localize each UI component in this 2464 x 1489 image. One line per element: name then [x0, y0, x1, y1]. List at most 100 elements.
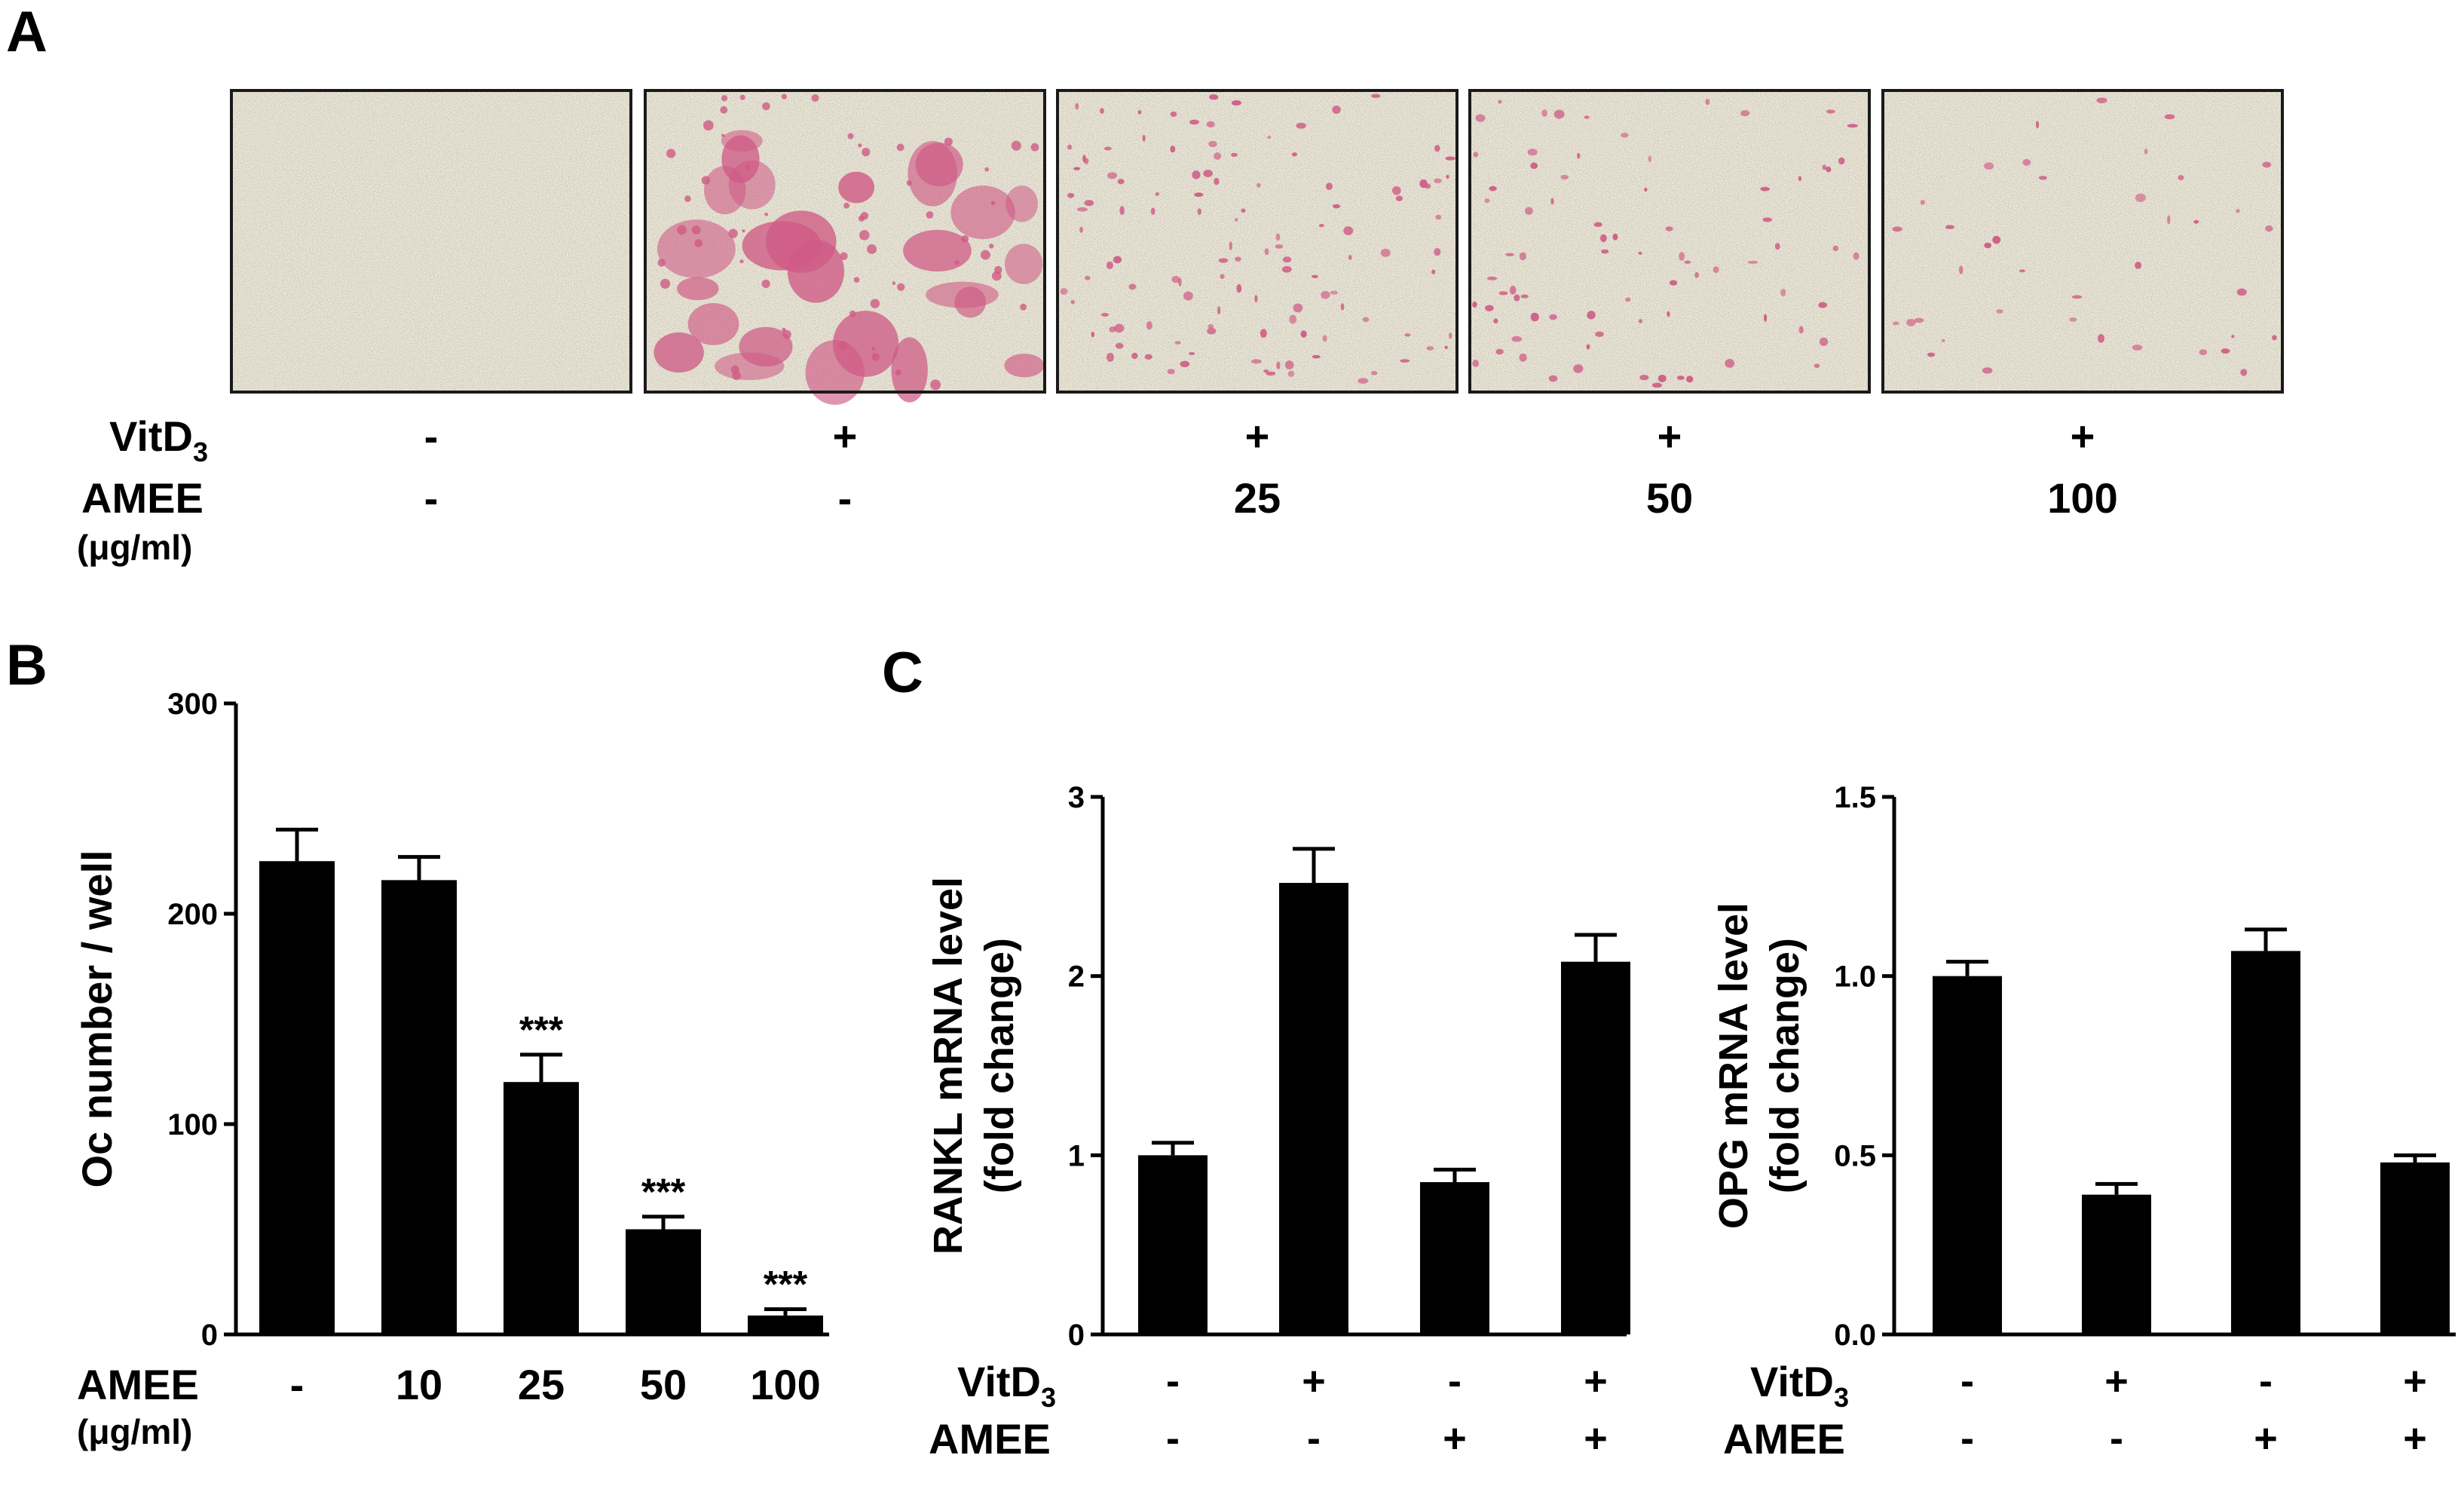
y-axis-title: RANKL mRNA level [926, 877, 971, 1255]
stain-dot [1446, 174, 1449, 179]
vitd3-value: + [2403, 1359, 2427, 1404]
x-category-label: - [290, 1361, 305, 1408]
stain-dot [1473, 152, 1479, 158]
stain-dot [1208, 140, 1217, 148]
stain-dot [1505, 253, 1514, 256]
vitd3-value-3: + [1245, 412, 1270, 460]
stain-dot [1106, 261, 1113, 270]
stain-dot [2069, 317, 2077, 322]
stain-dot [1762, 217, 1773, 222]
stain-dot [1256, 182, 1261, 188]
stain-dot [1665, 226, 1673, 231]
stain-dot [1914, 317, 1924, 323]
stain-dot [1404, 333, 1411, 337]
stain-dot [1076, 207, 1088, 212]
stain-dot [1188, 351, 1195, 356]
panel-b: B 0 100 200 300 Oc number / well - 10 *** 25 *** 5… [6, 633, 829, 1451]
stain-dot [1020, 303, 1027, 311]
amee-value: - [1960, 1416, 1974, 1461]
unit-label: (μg/ml) [77, 528, 192, 567]
stain-dot [895, 369, 901, 376]
stain-dot [721, 133, 725, 137]
stain-dot [1218, 258, 1229, 263]
amee-label-c2: AMEE [1723, 1415, 1845, 1463]
y-tick-label: 1 [1068, 1139, 1085, 1172]
vitd3-value: + [2104, 1359, 2129, 1404]
vitd3-value: - [2259, 1359, 2273, 1404]
stain-dot [1150, 207, 1155, 215]
stain-dot [1941, 339, 1945, 342]
stain-dot [1275, 244, 1284, 249]
stain-dot [1644, 187, 1648, 192]
stain-dot [1798, 326, 1804, 334]
stain-dot [1525, 207, 1533, 216]
stain-dot [990, 201, 996, 206]
stain-dot [2221, 348, 2230, 354]
stain-dot [1340, 303, 1345, 311]
stain-dot [892, 281, 896, 286]
unit-label-b: (μg/ml) [77, 1412, 192, 1451]
x-category-label: 10 [396, 1361, 442, 1408]
stain-dot [1434, 247, 1441, 256]
vitd3-value-5: + [2071, 412, 2095, 460]
osteoclast-cell [715, 352, 785, 381]
stain-dot [1208, 94, 1219, 100]
stain-dot [1091, 332, 1095, 338]
stain-dot [1241, 208, 1246, 213]
stain-dot [1291, 152, 1298, 157]
stain-dot [1549, 314, 1557, 320]
stain-dot [1260, 329, 1267, 338]
stain-dot [1142, 134, 1146, 142]
stain-dot [984, 167, 990, 172]
stain-dot [1573, 364, 1584, 373]
y-tick-label: 1.0 [1834, 960, 1876, 994]
panel-letter-b: B [6, 633, 47, 697]
stain-dot [1445, 156, 1455, 161]
amee-value: - [1307, 1416, 1321, 1461]
bar [626, 1229, 701, 1334]
stain-dot [1892, 226, 1902, 232]
vitd3-value: - [1960, 1359, 1974, 1404]
stain-dot [1495, 348, 1504, 355]
stain-dot [1155, 191, 1159, 196]
stain-dot [1137, 110, 1142, 115]
stain-dot [1530, 312, 1539, 322]
stain-dot [1330, 290, 1339, 295]
stain-dot [1236, 283, 1242, 293]
stain-dot [1073, 167, 1081, 170]
osteoclast-cell [1005, 185, 1039, 222]
stain-dot [2071, 295, 2083, 299]
amee-value-5: 100 [2047, 474, 2117, 522]
stain-dot [1798, 176, 1802, 182]
y-tick-label: 0.5 [1834, 1139, 1876, 1172]
stain-dot [2135, 193, 2146, 203]
stain-dot [1144, 354, 1152, 360]
stain-dot [930, 379, 941, 391]
stain-dot [1206, 121, 1215, 128]
osteoclast-cell [950, 185, 1015, 240]
stain-dot [1171, 275, 1180, 283]
amee-value: + [1443, 1416, 1467, 1461]
stain-dot [1131, 352, 1138, 360]
stain-dot [1449, 332, 1452, 339]
stain-dot [1113, 256, 1122, 264]
stain-dot [944, 137, 953, 146]
stain-dot [1100, 108, 1104, 114]
micrograph-frame [1056, 89, 1459, 394]
y-tick-label: 0 [1068, 1319, 1085, 1352]
stain-dot [1207, 327, 1217, 335]
osteoclast-cell [721, 135, 760, 183]
stain-dot [1128, 283, 1137, 290]
stain-dot [871, 346, 876, 351]
stain-dot [1395, 195, 1403, 201]
stain-dot [1229, 241, 1232, 251]
panel-letter-a: A [6, 0, 47, 64]
stain-dot [2097, 334, 2105, 343]
stain-dot [1676, 375, 1685, 381]
chart-oc-number: 0 100 200 300 Oc number / well - 10 *** 25 *** 50 *… [73, 688, 829, 1408]
osteoclast-cell [657, 219, 736, 278]
stain-dot [871, 353, 880, 361]
stain-dot [1838, 157, 1845, 165]
stain-dot [691, 225, 701, 234]
